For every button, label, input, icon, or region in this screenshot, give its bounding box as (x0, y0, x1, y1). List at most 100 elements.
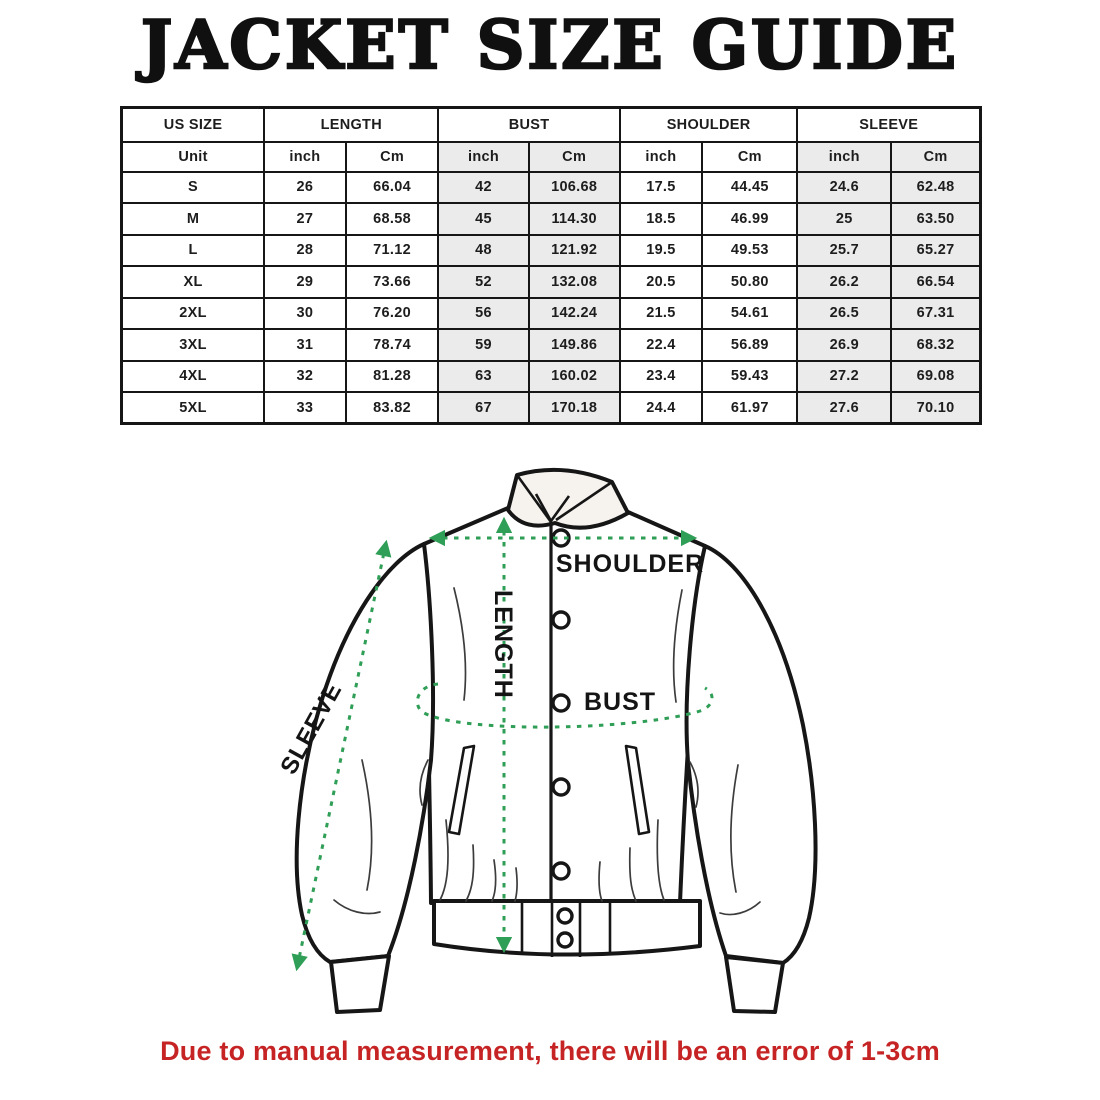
table-row: 4XL 32 81.28 63 160.02 23.4 59.43 27.2 69.08 (120, 359, 982, 393)
value-cell: 67.31 (890, 296, 982, 330)
value-cell: 106.68 (527, 170, 621, 204)
table-header-row: US SIZE LENGTH BUST SHOULDER SLEEVE (120, 106, 982, 143)
size-cell: L (120, 233, 266, 267)
unit-cell: Unit (120, 140, 266, 173)
unit-row: Unit inch Cm inch Cm inch Cm inch Cm (120, 140, 982, 173)
jacket-right-cuff (724, 955, 785, 1014)
snap-button (556, 931, 574, 949)
value-cell: 54.61 (701, 296, 799, 330)
value-cell: 78.74 (344, 328, 440, 362)
table-row: S 26 66.04 42 106.68 17.5 44.45 24.6 62.48 (120, 170, 982, 204)
value-cell: 25.7 (796, 233, 893, 267)
value-cell: 67 (437, 391, 530, 425)
collar-left-flap (515, 474, 553, 523)
value-cell: 52 (437, 265, 530, 299)
value-cell: 142.24 (527, 296, 621, 330)
page-title: JACKET SIZE GUIDE (140, 5, 960, 86)
value-cell: 18.5 (618, 202, 704, 236)
value-cell: 25 (796, 202, 893, 236)
unit-cell: inch (796, 140, 893, 173)
value-cell: 27.2 (796, 359, 893, 393)
table-row: 2XL 30 76.20 56 142.24 21.5 54.61 26.5 67.31 (120, 296, 982, 330)
value-cell: 26.5 (796, 296, 893, 330)
value-cell: 29 (263, 265, 347, 299)
bust-arrow (415, 682, 714, 729)
size-cell: 4XL (120, 359, 266, 393)
column-group-sleeve: SLEEVE (796, 106, 982, 143)
value-cell: 21.5 (618, 296, 704, 330)
measurement-disclaimer: Due to manual measurement, there will be… (160, 1036, 940, 1066)
value-cell: 33 (263, 391, 347, 425)
jacket-left-sleeve (294, 542, 436, 964)
value-cell: 49.53 (701, 233, 799, 267)
value-cell: 114.30 (527, 202, 621, 236)
value-cell: 31 (263, 328, 347, 362)
table-row: 5XL 33 83.82 67 170.18 24.4 61.97 27.6 70.10 (120, 391, 982, 425)
unit-cell: inch (437, 140, 530, 173)
column-group-length: LENGTH (263, 106, 440, 143)
value-cell: 28 (263, 233, 347, 267)
snap-button (551, 693, 571, 713)
value-cell: 63.50 (890, 202, 982, 236)
left-welt-pocket (447, 744, 476, 836)
value-cell: 69.08 (890, 359, 982, 393)
size-cell: XL (120, 265, 266, 299)
value-cell: 71.12 (344, 233, 440, 267)
value-cell: 83.82 (344, 391, 440, 425)
value-cell: 66.04 (344, 170, 440, 204)
collar-v-notch (534, 493, 571, 523)
unit-cell: Cm (890, 140, 982, 173)
shoulder-label: SHOULDER (556, 550, 704, 578)
value-cell: 68.32 (890, 328, 982, 362)
value-cell: 44.45 (701, 170, 799, 204)
value-cell: 160.02 (527, 359, 621, 393)
value-cell: 56 (437, 296, 530, 330)
size-cell: S (120, 170, 266, 204)
value-cell: 68.58 (344, 202, 440, 236)
unit-cell: Cm (527, 140, 621, 173)
value-cell: 27.6 (796, 391, 893, 425)
table-row: XL 29 73.66 52 132.08 20.5 50.80 26.2 66.54 (120, 265, 982, 299)
value-cell: 30 (263, 296, 347, 330)
value-cell: 66.54 (890, 265, 982, 299)
size-table-container: US SIZE LENGTH BUST SHOULDER SLEEVE Unit… (120, 106, 982, 425)
jacket-left-cuff (329, 954, 391, 1014)
value-cell: 19.5 (618, 233, 704, 267)
size-cell: 5XL (120, 391, 266, 425)
unit-cell: Cm (344, 140, 440, 173)
column-group-us-size: US SIZE (120, 106, 266, 143)
value-cell: 132.08 (527, 265, 621, 299)
value-cell: 149.86 (527, 328, 621, 362)
column-group-shoulder: SHOULDER (618, 106, 799, 143)
value-cell: 48 (437, 233, 530, 267)
table-row: L 28 71.12 48 121.92 19.5 49.53 25.7 65.27 (120, 233, 982, 267)
size-table: US SIZE LENGTH BUST SHOULDER SLEEVE Unit… (120, 106, 982, 425)
size-table-body: S 26 66.04 42 106.68 17.5 44.45 24.6 62.48 M 27 68.… (120, 170, 982, 425)
value-cell: 23.4 (618, 359, 704, 393)
value-cell: 45 (437, 202, 530, 236)
value-cell: 59 (437, 328, 530, 362)
value-cell: 70.10 (890, 391, 982, 425)
value-cell: 26.9 (796, 328, 893, 362)
value-cell: 24.6 (796, 170, 893, 204)
value-cell: 56.89 (701, 328, 799, 362)
value-cell: 50.80 (701, 265, 799, 299)
unit-cell: inch (618, 140, 704, 173)
value-cell: 63 (437, 359, 530, 393)
snap-button (551, 610, 571, 630)
value-cell: 24.4 (618, 391, 704, 425)
value-cell: 170.18 (527, 391, 621, 425)
snap-button (551, 777, 571, 797)
size-cell: M (120, 202, 266, 236)
value-cell: 76.20 (344, 296, 440, 330)
snap-button (551, 861, 571, 881)
value-cell: 81.28 (344, 359, 440, 393)
bust-label: BUST (584, 688, 656, 716)
value-cell: 17.5 (618, 170, 704, 204)
jacket-right-sleeve (684, 544, 818, 965)
length-label: LENGTH (489, 590, 517, 699)
value-cell: 65.27 (890, 233, 982, 267)
unit-cell: Cm (701, 140, 799, 173)
value-cell: 42 (437, 170, 530, 204)
